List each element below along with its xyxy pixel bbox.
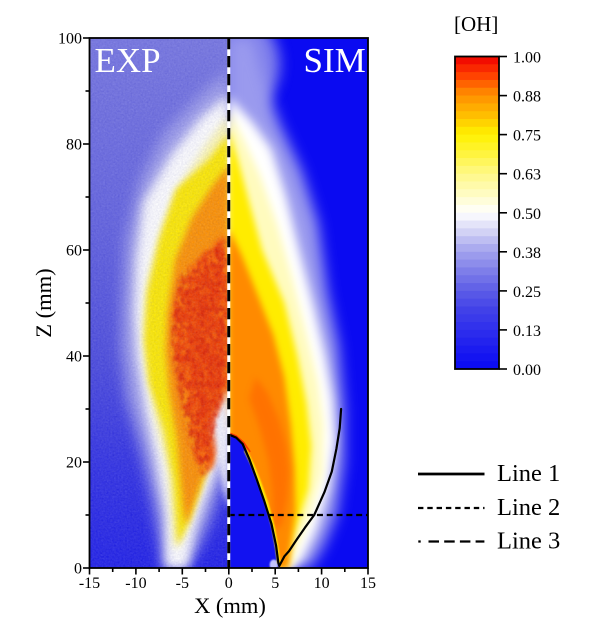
svg-text:0.50: 0.50 [513, 206, 541, 223]
svg-text:-15: -15 [79, 575, 100, 592]
svg-text:X (mm): X (mm) [194, 593, 266, 618]
svg-text:-5: -5 [176, 575, 189, 592]
svg-text:5: 5 [271, 575, 279, 592]
svg-text:0.25: 0.25 [513, 284, 541, 301]
svg-text:0.75: 0.75 [513, 128, 541, 145]
svg-text:100: 100 [58, 31, 82, 48]
svg-text:SIM: SIM [304, 41, 366, 80]
svg-text:1.00: 1.00 [513, 50, 541, 67]
svg-text:80: 80 [66, 137, 82, 154]
svg-text:[OH]: [OH] [454, 12, 498, 36]
svg-text:20: 20 [66, 455, 82, 472]
svg-text:0: 0 [225, 575, 233, 592]
svg-text:Line 3: Line 3 [497, 528, 560, 555]
svg-text:0.13: 0.13 [513, 323, 541, 340]
svg-text:Line 2: Line 2 [497, 494, 560, 521]
svg-text:0: 0 [74, 561, 82, 578]
svg-text:0.00: 0.00 [513, 362, 541, 379]
svg-text:0.38: 0.38 [513, 245, 541, 262]
svg-text:Line 1: Line 1 [497, 460, 560, 487]
svg-text:0.88: 0.88 [513, 89, 541, 106]
svg-text:60: 60 [66, 243, 82, 260]
svg-text:EXP: EXP [95, 41, 161, 80]
svg-text:Z (mm): Z (mm) [31, 268, 56, 337]
svg-text:15: 15 [360, 575, 376, 592]
svg-text:-10: -10 [125, 575, 146, 592]
svg-text:40: 40 [66, 349, 82, 366]
svg-text:10: 10 [314, 575, 330, 592]
svg-text:0.63: 0.63 [513, 167, 541, 184]
